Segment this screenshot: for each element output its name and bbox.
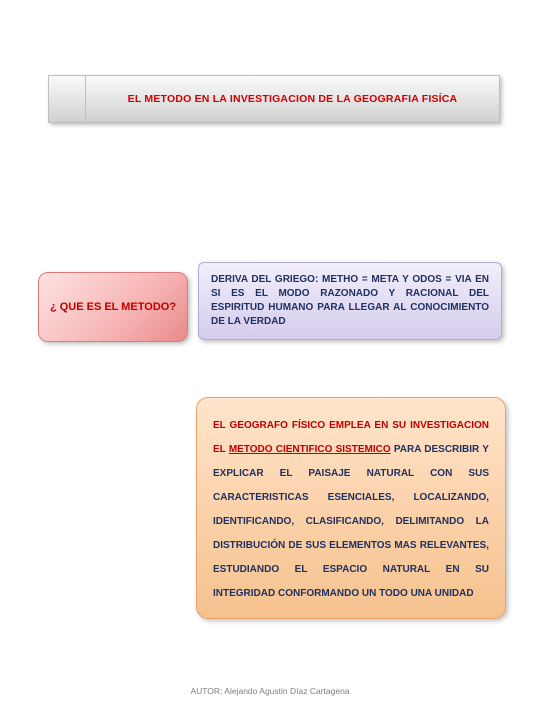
info-red-underline: METODO CIENTIFICO SISTEMICO [229,444,391,455]
title-bar-right-cell: EL METODO EN LA INVESTIGACION DE LA GEOG… [86,75,500,123]
title-bar-left-cell [48,75,86,123]
title-bar: EL METODO EN LA INVESTIGACION DE LA GEOG… [48,75,500,123]
info-body: PARA DESCRIBIR Y EXPLICAR EL PAISAJE NAT… [213,444,489,599]
question-box: ¿ QUE ES EL METODO? [38,272,188,342]
footer-author: AUTOR: Alejando Agustin Díaz Cartagena [0,686,540,696]
definition-box: DERIVA DEL GRIEGO: METHO = META Y ODOS =… [198,262,502,340]
definition-text: DERIVA DEL GRIEGO: METHO = META Y ODOS =… [211,273,489,329]
question-text: ¿ QUE ES EL METODO? [50,301,176,313]
page-title: EL METODO EN LA INVESTIGACION DE LA GEOG… [128,93,458,105]
info-box: EL GEOGRAFO FÍSICO EMPLEA EN SU INVESTIG… [196,397,506,619]
info-paragraph: EL GEOGRAFO FÍSICO EMPLEA EN SU INVESTIG… [213,412,489,604]
